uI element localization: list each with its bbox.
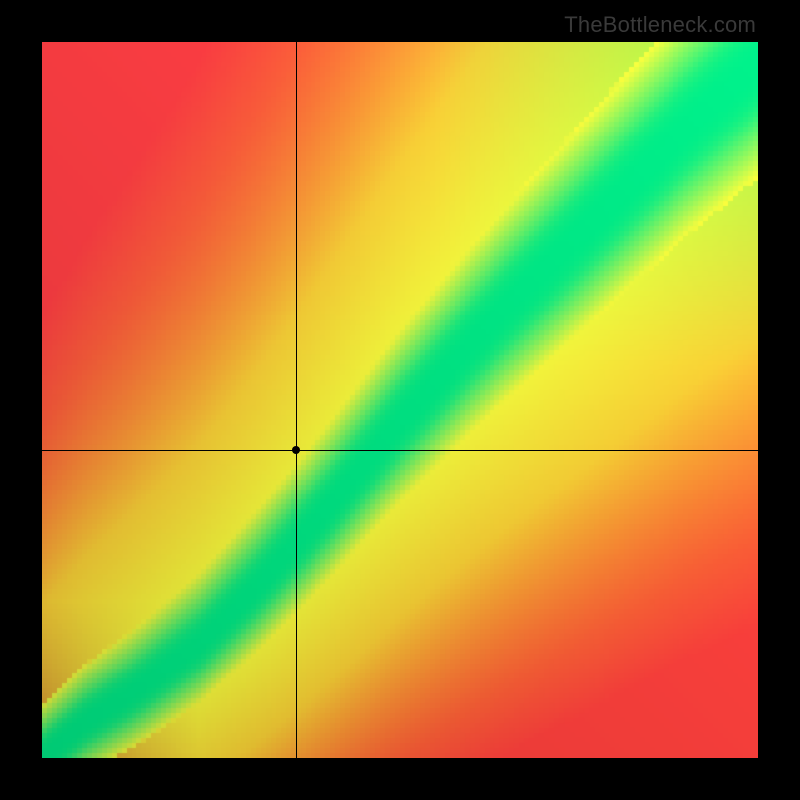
heatmap-plot <box>42 42 758 758</box>
crosshair-horizontal <box>42 450 758 451</box>
crosshair-vertical <box>296 42 297 758</box>
bottleneck-point-marker <box>292 446 300 454</box>
heatmap-canvas <box>42 42 758 758</box>
attribution-text: TheBottleneck.com <box>564 12 756 38</box>
